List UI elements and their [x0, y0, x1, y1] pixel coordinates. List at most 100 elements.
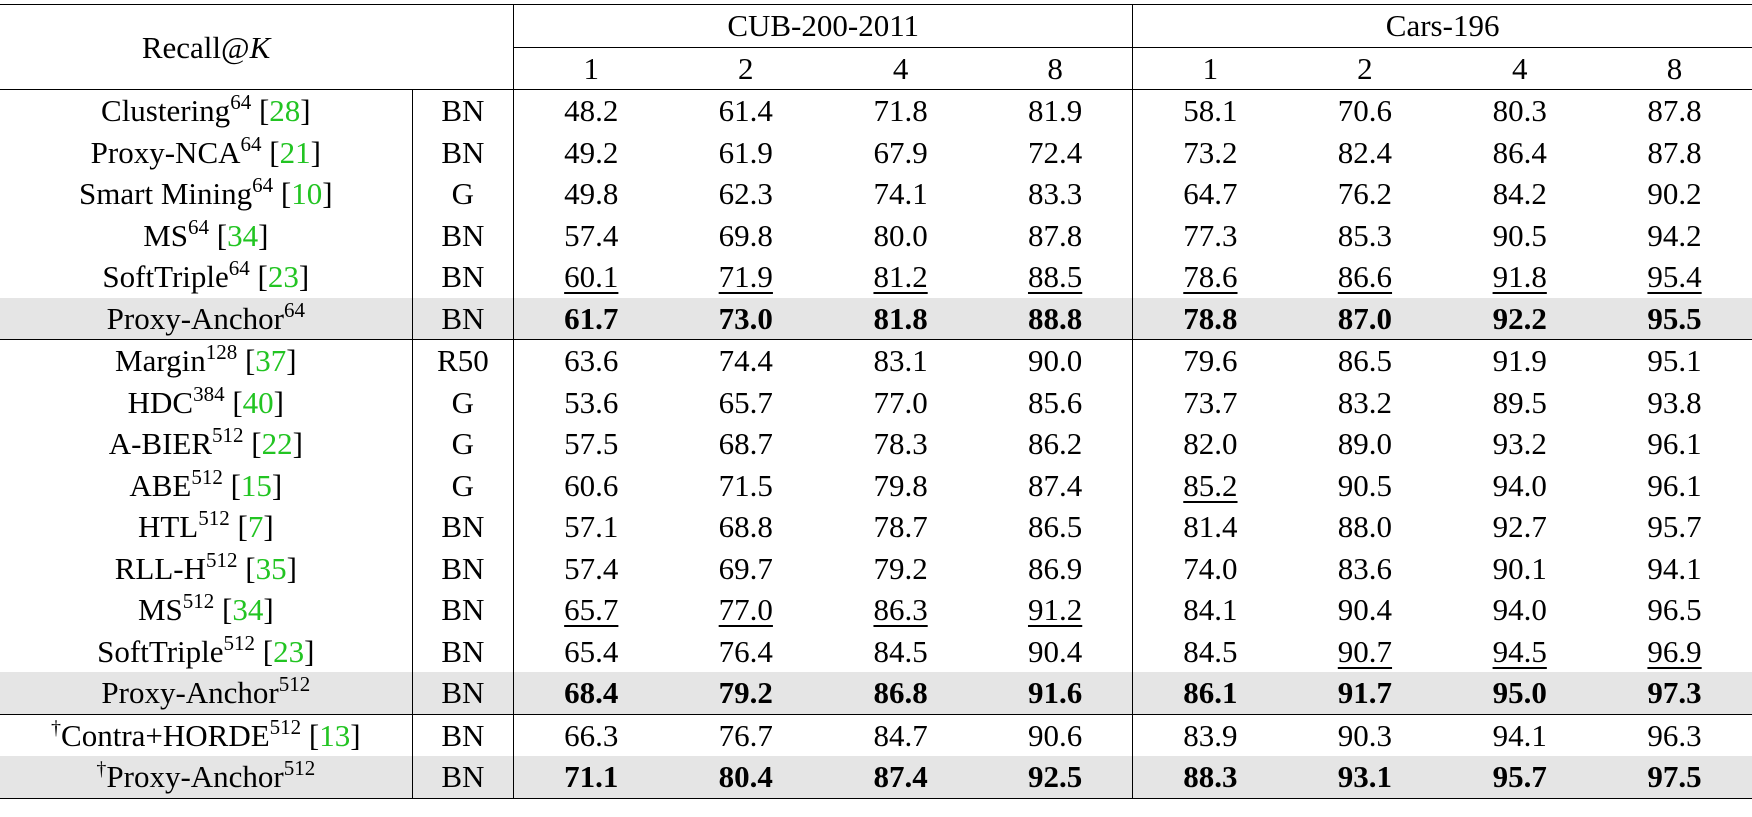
recall-value-cell: 94.5 — [1442, 631, 1597, 673]
recall-value: 94.1 — [1492, 717, 1547, 753]
recall-value-cell: 73.0 — [668, 297, 824, 340]
citation-link[interactable]: 37 — [255, 343, 287, 379]
recall-value-cell: 87.8 — [978, 215, 1133, 257]
recall-value: 86.6 — [1337, 259, 1393, 295]
recall-value: 94.0 — [1492, 467, 1547, 503]
recall-value-cell: 86.5 — [1287, 339, 1443, 382]
recall-value-cell: 90.2 — [1597, 173, 1752, 215]
recall-value: 87.8 — [1647, 134, 1702, 170]
recall-value-cell: 78.7 — [823, 506, 978, 548]
table-row: Proxy-NCA64 [21] BN 49.2 61.9 67.9 72.4 73.2 82… — [0, 131, 1752, 173]
recall-value: 49.2 — [564, 134, 619, 170]
recall-value: 94.0 — [1492, 592, 1547, 628]
citation-link[interactable]: 28 — [269, 93, 301, 129]
recall-value-cell: 96.9 — [1597, 631, 1752, 673]
recall-k-variable: K — [249, 29, 271, 65]
recall-value: 96.1 — [1647, 467, 1702, 503]
recall-value-cell: 53.6 — [514, 382, 669, 424]
recall-value: 86.5 — [1027, 509, 1083, 545]
recall-value: 79.2 — [718, 675, 773, 711]
recall-value: 91.7 — [1337, 675, 1393, 711]
recall-value-cell: 77.0 — [823, 382, 978, 424]
recall-value: 49.8 — [564, 176, 619, 212]
recall-value: 90.6 — [1027, 717, 1083, 753]
backbone-cell: BN — [411, 630, 515, 672]
recall-value-cell: 68.4 — [513, 672, 669, 714]
recall-value-cell: 84.7 — [823, 713, 978, 756]
backbone-cell: BN — [411, 256, 515, 298]
recall-value: 87.8 — [1027, 217, 1083, 253]
recall-value: 60.1 — [564, 259, 619, 295]
recall-value-cell: 64.7 — [1132, 173, 1288, 215]
embedding-dim: 64 — [230, 90, 252, 115]
citation-link[interactable]: 34 — [232, 592, 264, 628]
recall-value-cell: 90.3 — [1287, 713, 1443, 756]
recall-value-cell: 83.3 — [978, 173, 1133, 215]
recall-value: 86.3 — [873, 592, 928, 628]
k-header-cell: 2 — [1287, 47, 1443, 90]
citation-link[interactable]: 22 — [261, 426, 293, 462]
recall-value: 76.7 — [718, 717, 773, 753]
recall-value: 83.9 — [1183, 717, 1238, 753]
recall-value: 93.1 — [1337, 759, 1393, 795]
method-name: Margin — [115, 343, 206, 379]
recall-value-cell: 68.7 — [668, 423, 823, 465]
citation-link[interactable]: 23 — [267, 259, 299, 295]
recall-value-cell: 90.6 — [977, 713, 1133, 756]
recall-value-cell: 92.7 — [1442, 506, 1597, 548]
citation-link[interactable]: 13 — [319, 717, 351, 753]
citation-link[interactable]: 21 — [279, 134, 311, 170]
recall-value: 93.2 — [1492, 426, 1547, 462]
recall-value-cell: 81.9 — [978, 90, 1133, 132]
recall-value-cell: 61.4 — [668, 90, 823, 132]
recall-value: 63.6 — [564, 343, 619, 379]
citation-link[interactable]: 15 — [240, 467, 272, 503]
backbone-cell: BN — [411, 89, 515, 132]
citation-link[interactable]: 7 — [247, 509, 264, 545]
embedding-dim: 512 — [198, 506, 230, 531]
table-row: Smart Mining64 [10] G 49.8 62.3 74.1 83.3 64.7… — [0, 173, 1752, 215]
recall-value: 79.2 — [873, 550, 928, 586]
recall-value: 95.5 — [1647, 300, 1702, 336]
method-cell: RLL-H512 [35] — [114, 547, 297, 586]
recall-value: 82.4 — [1337, 134, 1393, 170]
recall-value-cell: 94.0 — [1442, 589, 1597, 631]
recall-value-cell: 91.7 — [1287, 672, 1443, 714]
recall-value-cell: 91.2 — [978, 589, 1133, 631]
recall-at-k-header: Recall@K — [0, 4, 413, 90]
recall-value-cell: 71.9 — [668, 256, 823, 298]
recall-value: 71.9 — [718, 259, 773, 295]
backbone-cell: BN — [411, 214, 515, 256]
recall-value: 96.9 — [1647, 633, 1702, 669]
recall-value-cell: 83.9 — [1132, 713, 1288, 756]
method-cell: †Contra+HORDE512 [13] — [0, 713, 413, 756]
recall-value-cell: 86.5 — [978, 506, 1133, 548]
method-name: Smart Mining — [79, 176, 253, 212]
embedding-dim: 512 — [223, 630, 256, 655]
recall-value-cell: 48.2 — [514, 90, 669, 132]
citation-link[interactable]: 10 — [291, 176, 323, 212]
backbone-cell: BN — [411, 672, 515, 714]
table-row: ABE512 [15] G 60.6 71.5 79.8 87.4 85.2 90.5 94.0… — [0, 464, 1752, 506]
recall-value-cell: 89.0 — [1288, 423, 1443, 465]
method-name: A-BIER — [108, 426, 213, 462]
citation-link[interactable]: 34 — [227, 217, 259, 253]
backbone-cell: G — [411, 464, 515, 506]
recall-value: 77.0 — [718, 592, 773, 628]
citation-link[interactable]: 23 — [273, 633, 305, 669]
recall-value: 91.9 — [1492, 343, 1547, 379]
k-header-cell: 1 — [513, 47, 669, 90]
recall-value-cell: 93.1 — [1287, 756, 1443, 799]
recall-value-cell: 88.8 — [977, 297, 1133, 340]
method-cell: Proxy-NCA64 [21] — [90, 131, 321, 170]
recall-value: 81.2 — [873, 259, 928, 295]
citation-link[interactable]: 40 — [242, 384, 274, 420]
embedding-dim: 512 — [278, 672, 311, 697]
recall-value: 77.3 — [1183, 217, 1238, 253]
citation-link[interactable]: 35 — [255, 550, 287, 586]
recall-value: 86.5 — [1337, 343, 1393, 379]
recall-value: 71.8 — [873, 93, 928, 129]
recall-value: 80.4 — [718, 759, 773, 795]
recall-value-cell: 65.7 — [514, 589, 669, 631]
